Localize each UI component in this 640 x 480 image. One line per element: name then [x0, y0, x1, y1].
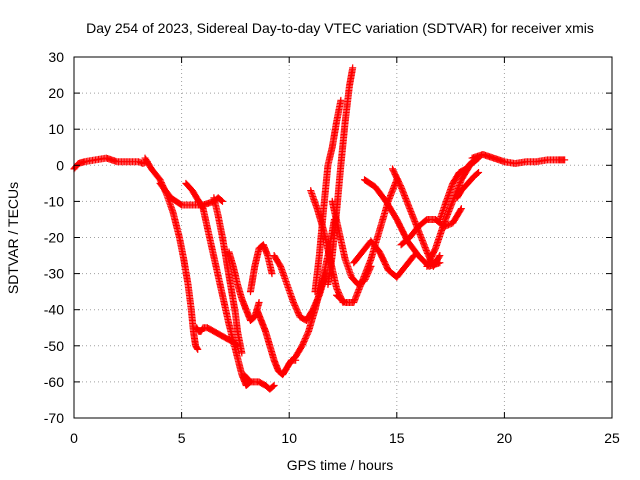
y-tick-label: -10 [44, 193, 64, 209]
data-point-markers [468, 150, 569, 167]
series-pass-l [311, 96, 345, 296]
series-pass-a [141, 154, 202, 353]
data-point-markers [141, 154, 202, 353]
data-point-markers [240, 371, 278, 393]
data-point-markers [253, 306, 300, 379]
y-tick-label: 30 [48, 49, 64, 65]
data-layer [70, 64, 569, 393]
series-base-early [70, 154, 151, 173]
y-tick-label: -40 [44, 302, 64, 318]
series-pass-w [453, 169, 483, 202]
data-point-markers [182, 179, 254, 390]
x-tick-label: 20 [497, 430, 513, 446]
data-point-markers [350, 237, 418, 281]
series-pass-e [210, 194, 246, 357]
y-tick-label: -20 [44, 230, 64, 246]
data-point-markers [436, 158, 476, 223]
series-base-late [468, 150, 569, 167]
data-point-markers [70, 154, 151, 173]
x-tick-label: 5 [178, 430, 186, 446]
chart-title: Day 254 of 2023, Sidereal Day-to-day VTE… [86, 20, 594, 36]
y-tick-label: -50 [44, 338, 64, 354]
y-tick-label: -70 [44, 410, 64, 426]
y-tick-label: 0 [56, 157, 64, 173]
y-axis-label: SDTVAR / TECUs [5, 182, 21, 294]
series-pass-i [253, 306, 300, 379]
data-point-markers [210, 194, 246, 357]
tick-layer: 0 5 10 15 20 25 -70 -60 -50 -40 -30 -20 -10 0 10 20 30 [44, 49, 620, 446]
series-pass-u [423, 154, 483, 270]
series-pass-v [436, 158, 476, 223]
data-point-markers [423, 154, 483, 270]
y-tick-label: -60 [44, 374, 64, 390]
x-tick-label: 0 [70, 430, 78, 446]
series-pass-h [240, 371, 278, 393]
x-tick-label: 25 [604, 430, 620, 446]
series-pass-d [182, 179, 254, 390]
data-point-markers [311, 96, 345, 296]
data-point-markers [453, 169, 483, 202]
x-tick-label: 10 [281, 430, 297, 446]
series-pass-g [246, 241, 276, 296]
data-point-markers [246, 241, 276, 296]
y-tick-label: 10 [48, 121, 64, 137]
y-tick-label: 20 [48, 85, 64, 101]
x-axis-label: GPS time / hours [287, 457, 394, 473]
y-tick-label: -30 [44, 266, 64, 282]
x-tick-label: 15 [389, 430, 405, 446]
series-pass-q [350, 237, 418, 281]
